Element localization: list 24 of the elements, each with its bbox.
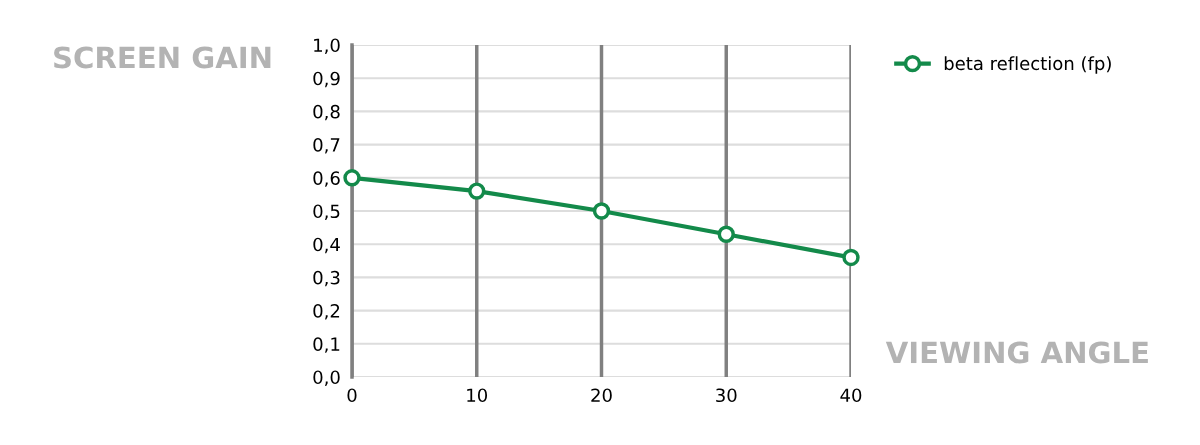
point [343, 169, 361, 187]
point [842, 248, 860, 267]
y-tick-label: 0,8 [313, 104, 340, 121]
y-tick-label: 1,0 [314, 38, 340, 54]
y-tick-label: 0,2 [313, 304, 340, 320]
y-tick-label: 0,6 [313, 171, 340, 187]
x-tick-label: 10 [467, 388, 488, 403]
x-tick-label: 30 [716, 388, 737, 403]
point [592, 202, 611, 220]
y-tick-label: 0,7 [313, 138, 340, 154]
x-tick-label: 0 [347, 388, 357, 403]
point [717, 225, 735, 243]
x-axis-title: VIEWING ANGLE [885, 341, 1148, 364]
y-tick-label: 0,5 [313, 204, 340, 220]
y-tick-label: 0,9 [313, 71, 340, 88]
y-tick-label: 0,1 [313, 337, 340, 353]
x-tick-label: 20 [591, 388, 612, 403]
y-tick-label: 0,3 [313, 270, 340, 287]
x-tick-label: 40 [840, 388, 862, 403]
y-tick-label: 0,4 [313, 237, 340, 254]
y-axis-title: SCREEN GAIN [54, 46, 271, 69]
legend-label: beta reflection (fp) [944, 56, 1111, 74]
y-tick-label: 0,0 [313, 370, 340, 386]
point [468, 182, 486, 200]
